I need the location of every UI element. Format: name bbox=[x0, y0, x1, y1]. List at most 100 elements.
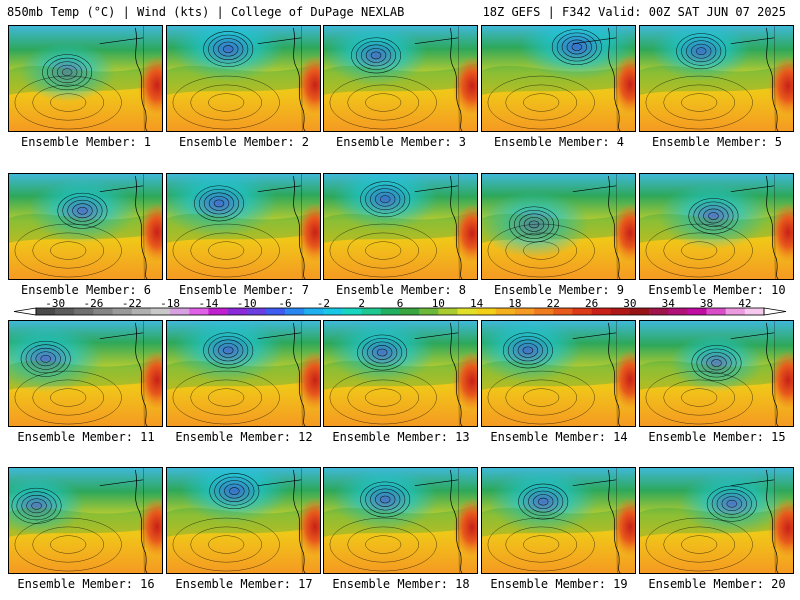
colorbar-bin bbox=[55, 308, 75, 315]
temperature-map bbox=[640, 26, 793, 131]
ensemble-member-label: Ensemble Member: 1 bbox=[20, 135, 152, 149]
temperature-map bbox=[324, 468, 477, 573]
temperature-map bbox=[9, 174, 162, 279]
ensemble-map-panel bbox=[8, 320, 163, 427]
temperature-map bbox=[482, 174, 635, 279]
colorbar-tick-label: -2 bbox=[316, 297, 330, 310]
colorbar-bin bbox=[342, 308, 362, 315]
colorbar-svg bbox=[13, 307, 787, 316]
colorbar-tick-label: -30 bbox=[45, 297, 66, 310]
colorbar-bin bbox=[514, 308, 535, 315]
ensemble-map-panel bbox=[8, 173, 163, 280]
ensemble-member-label: Ensemble Member: 17 bbox=[175, 577, 313, 591]
colorbar-min-arrow bbox=[13, 307, 37, 316]
colorbar-bin bbox=[668, 308, 688, 315]
colorbar-tick-label: 30 bbox=[623, 297, 637, 310]
ensemble-map-panel bbox=[166, 320, 321, 427]
colorbar-bin bbox=[572, 308, 592, 315]
temperature-colorbar bbox=[0, 296, 800, 320]
colorbar-tick-label: 38 bbox=[699, 297, 714, 310]
colorbar-tick-label: 2 bbox=[358, 297, 365, 310]
ensemble-member-label: Ensemble Member: 2 bbox=[178, 135, 310, 149]
ensemble-map-panel bbox=[323, 320, 478, 427]
temperature-map bbox=[324, 321, 477, 426]
ensemble-map-panel bbox=[323, 25, 478, 132]
colorbar-bin bbox=[265, 308, 286, 315]
colorbar-bin bbox=[534, 308, 554, 315]
ensemble-map-panel bbox=[166, 25, 321, 132]
colorbar-bin bbox=[687, 308, 707, 315]
ensemble-member-label: Ensemble Member: 18 bbox=[332, 577, 470, 591]
colorbar-bin bbox=[610, 308, 631, 315]
temperature-map bbox=[9, 26, 162, 131]
colorbar-bin bbox=[419, 308, 439, 315]
colorbar-tick-label: 18 bbox=[508, 297, 522, 310]
temperature-map bbox=[640, 174, 793, 279]
ensemble-member-label: Ensemble Member: 8 bbox=[335, 283, 467, 297]
colorbar-tick-label: -6 bbox=[278, 297, 292, 310]
ensemble-map-panel bbox=[166, 467, 321, 574]
colorbar-bin bbox=[706, 308, 726, 315]
colorbar-bin bbox=[400, 308, 420, 315]
ensemble-map-panel bbox=[639, 320, 794, 427]
ensemble-map-panel bbox=[481, 25, 636, 132]
temperature-map bbox=[324, 26, 477, 131]
colorbar-bin bbox=[438, 308, 458, 315]
colorbar-bin bbox=[361, 308, 382, 315]
ensemble-member-label: Ensemble Member: 5 bbox=[651, 135, 783, 149]
colorbar-bin bbox=[304, 308, 324, 315]
ensemble-map-panel bbox=[639, 467, 794, 574]
temperature-map bbox=[482, 321, 635, 426]
colorbar-bin bbox=[93, 308, 113, 315]
colorbar-bin bbox=[476, 308, 497, 315]
colorbar-tick-label: 6 bbox=[396, 297, 404, 310]
ensemble-member-label: Ensemble Member: 3 bbox=[335, 135, 467, 149]
temperature-map bbox=[9, 468, 162, 573]
ensemble-member-label: Ensemble Member: 7 bbox=[178, 283, 310, 297]
colorbar-bin bbox=[744, 308, 765, 315]
colorbar-bin bbox=[112, 308, 133, 315]
ensemble-member-label: Ensemble Member: 16 bbox=[17, 577, 155, 591]
colorbar-tick-label: -14 bbox=[198, 297, 219, 310]
colorbar-tick-label: 10 bbox=[431, 297, 445, 310]
ensemble-member-label: Ensemble Member: 19 bbox=[490, 577, 628, 591]
ensemble-map-panel bbox=[8, 467, 163, 574]
ensemble-member-label: Ensemble Member: 20 bbox=[648, 577, 786, 591]
colorbar-max-arrow bbox=[763, 307, 787, 316]
temperature-map bbox=[167, 26, 320, 131]
ensemble-member-label: Ensemble Member: 12 bbox=[175, 430, 313, 444]
ensemble-map-panel bbox=[323, 173, 478, 280]
colorbar-tick-label: 22 bbox=[546, 297, 560, 310]
ensemble-member-label: Ensemble Member: 14 bbox=[490, 430, 628, 444]
colorbar-bin bbox=[649, 308, 669, 315]
header-title: 850mb Temp (°C) | Wind (kts) | College o… bbox=[7, 5, 405, 19]
temperature-map bbox=[640, 468, 793, 573]
temperature-map bbox=[167, 468, 320, 573]
colorbar-tick-label: -22 bbox=[121, 297, 142, 310]
colorbar-bin bbox=[208, 308, 228, 315]
ensemble-map-panel bbox=[481, 173, 636, 280]
colorbar-bin bbox=[150, 308, 171, 315]
ensemble-map-panel bbox=[166, 173, 321, 280]
colorbar-bin bbox=[380, 308, 401, 315]
colorbar-bin bbox=[725, 308, 746, 315]
ensemble-member-label: Ensemble Member: 6 bbox=[20, 283, 152, 297]
header-valid-time: 18Z GEFS | F342 Valid: 00Z SAT JUN 07 20… bbox=[482, 5, 786, 19]
ensemble-member-label: Ensemble Member: 13 bbox=[332, 430, 470, 444]
temperature-map bbox=[167, 321, 320, 426]
ensemble-map-panel bbox=[481, 467, 636, 574]
temperature-map bbox=[324, 174, 477, 279]
colorbar-tick-label: 14 bbox=[470, 297, 484, 310]
colorbar-bin bbox=[131, 308, 152, 315]
ensemble-map-panel bbox=[8, 25, 163, 132]
colorbar-bin bbox=[189, 308, 209, 315]
colorbar-bin bbox=[591, 308, 612, 315]
ensemble-map-panel bbox=[323, 467, 478, 574]
ensemble-member-label: Ensemble Member: 11 bbox=[17, 430, 155, 444]
temperature-map bbox=[640, 321, 793, 426]
temperature-map bbox=[167, 174, 320, 279]
colorbar-tick-label: -10 bbox=[236, 297, 257, 310]
ensemble-map-panel bbox=[481, 320, 636, 427]
colorbar-bin bbox=[553, 308, 573, 315]
colorbar-bin bbox=[457, 308, 477, 315]
